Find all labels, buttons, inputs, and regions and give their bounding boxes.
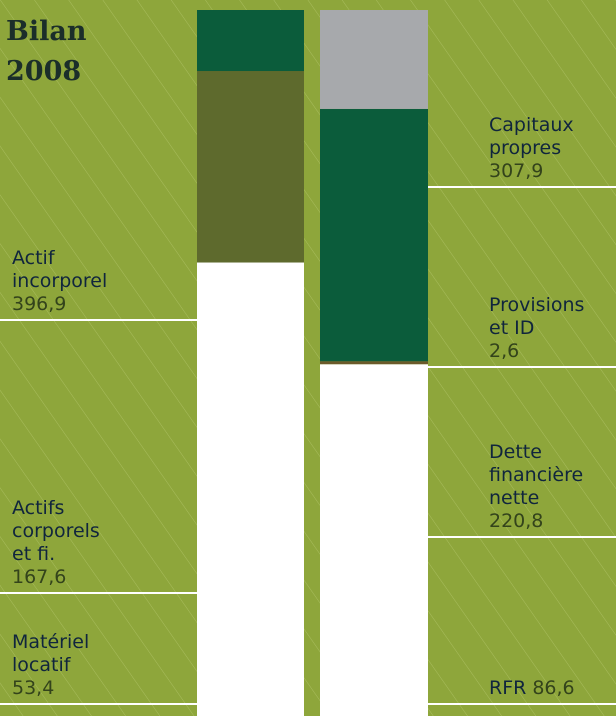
segment-name: financière [489,464,583,486]
segment-name: corporels [12,520,100,542]
segment-name: et ID [489,317,534,339]
bar-segment [197,71,304,263]
segment-name: Actifs [12,497,64,519]
segment-name: Matériel [12,631,89,653]
segment-name: RFR [489,677,526,699]
segment-name: propres [489,137,561,159]
value-label: 53,4 [12,677,54,699]
bar-segment [320,108,428,362]
segment-name: Actif [12,247,56,269]
segment-label: RFR 86,6 [489,677,575,699]
segment-name: et fi. [12,543,55,565]
value-label: 307,9 [489,160,543,182]
segment-name: Dette [489,441,542,463]
chart-title: Bilan [6,16,87,47]
chart-title: 2008 [6,56,81,87]
segment-name: locatif [12,654,72,676]
value-label: 396,9 [12,293,66,315]
segment-name: Capitaux [489,114,574,136]
segment-name: nette [489,487,539,509]
value-label: 167,6 [12,566,66,588]
segment-name: Provisions [489,294,584,316]
bar-segment [320,364,428,716]
value-label: 2,6 [489,340,519,362]
bar-segment [320,10,428,109]
value-label: 86,6 [532,677,574,699]
segment-name: incorporel [12,270,107,292]
bar-segment [320,361,428,365]
value-label: 220,8 [489,510,543,532]
bar-segment [197,10,304,72]
bar-segment [197,262,304,716]
